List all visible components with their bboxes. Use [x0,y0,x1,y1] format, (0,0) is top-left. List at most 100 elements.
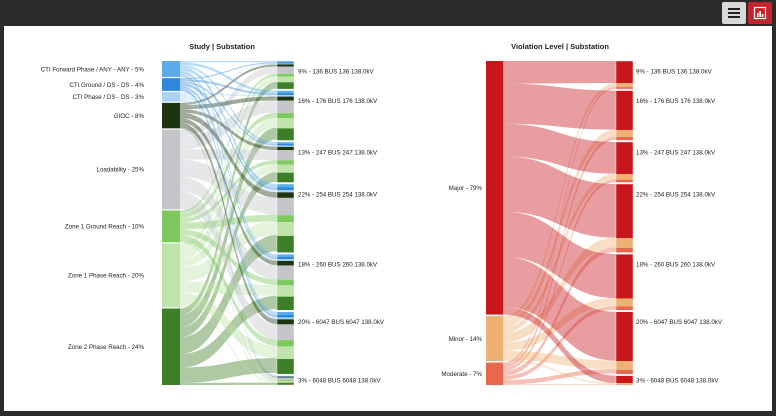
target-label-3-6048-bus-6048-138-0kv: 3% - 6048 BUS 6048 138.0kV [298,378,381,385]
target-segment-18-260-bus-260-138-0kv-zone-2-phase-reach-24 [277,297,294,311]
target-segment-13-247-bus-247-138-0kv-zone-1-phase-reach-20 [277,164,294,172]
chart-view-icon [753,6,767,20]
target-segment-3-6048-bus-6048-138-0kv-zone-2-phase-reach-24 [277,383,294,385]
target-label-3-6048-bus-6048-138-0kv: 3% - 6048 BUS 6048 138.0kV [636,378,719,385]
target-segment-20-6047-bus-6047-138-0kv-cti-ground-ds-ds-4 [277,315,294,318]
target-segment-13-247-bus-247-138-0kv-cti-ground-ds-ds-4 [277,144,294,146]
target-segment-9-136-bus-136-138-0kv-loadability-25 [277,67,294,74]
target-label-22-254-bus-254-138-0kv: 22% - 254 BUS 254 138.0kV [298,191,378,198]
source-label-cti-phase-ds-ds-3: CTI Phase / DS - DS - 3% [72,94,144,101]
target-segment-3-6048-bus-6048-138-0kv-loadability-25 [277,378,294,380]
target-label-20-6047-bus-6047-138-0kv: 20% - 6047 BUS 6047 138.0kV [298,319,385,326]
target-segment-3-6048-bus-6048-138-0kv-zone-1-ground-reach-10 [277,380,294,381]
source-label-zone-1-phase-reach-20: Zone 1 Phase Reach - 20% [68,273,145,280]
target-segment-16-176-bus-176-138-0kv-zone-1-ground-reach-10 [277,113,294,118]
target-segment-18-260-bus-260-138-0kv-minor-14 [616,298,633,306]
target-segment-3-6048-bus-6048-138-0kv-major-79 [616,376,633,383]
hamburger-menu-icon [727,7,741,19]
target-label-22-254-bus-254-138-0kv: 22% - 254 BUS 254 138.0kV [636,191,716,198]
target-segment-16-176-bus-176-138-0kv-cti-forward-phase-any-any-5 [277,91,294,94]
target-segment-20-6047-bus-6047-138-0kv-loadability-25 [277,324,294,340]
target-segment-16-176-bus-176-138-0kv-zone-1-phase-reach-20 [277,118,294,128]
source-node-cti-phase-ds-ds-3[interactable] [162,92,180,102]
chart-title-violation-level-substation: Violation Level | Substation [511,42,609,51]
source-node-cti-ground-ds-ds-4[interactable] [162,78,180,91]
target-segment-20-6047-bus-6047-138-0kv-major-79 [616,312,633,361]
chart-panel: Study | Substation CTI Forward Phase / A… [4,26,772,411]
target-segment-18-260-bus-260-138-0kv-cti-phase-ds-ds-3 [277,259,294,261]
flow-zone-2-phase-reach-24-to-3-6048-bus-6048-138-0kv[interactable] [180,383,277,385]
sankey-links [180,61,277,385]
source-node-major-79[interactable] [486,61,503,315]
source-node-gioc-8[interactable] [162,103,180,129]
source-label-moderate-7: Moderate - 7% [441,371,482,378]
flow-major-79-to-16-176-bus-176-138-0kv[interactable] [503,84,616,130]
target-segment-18-260-bus-260-138-0kv-loadability-25 [277,265,294,279]
target-label-18-260-bus-260-138-0kv: 18% - 260 BUS 260 138.0kV [298,261,378,268]
source-label-loadability-25: Loadability - 25% [97,167,145,174]
chart-view-button[interactable] [748,2,772,24]
target-label-16-176-bus-176-138-0kv: 16% - 176 BUS 176 138.0kV [636,98,716,105]
flow-cti-forward-phase-any-any-5-to-9-136-bus-136-138-0kv[interactable] [180,61,277,62]
target-segment-16-176-bus-176-138-0kv-cti-ground-ds-ds-4 [277,93,294,95]
target-segment-18-260-bus-260-138-0kv-cti-forward-phase-any-any-5 [277,254,294,257]
target-segment-9-136-bus-136-138-0kv-zone-1-ground-reach-10 [277,74,294,77]
source-node-cti-forward-phase-any-any-5[interactable] [162,61,180,77]
source-node-minor-14[interactable] [486,316,503,361]
target-segment-13-247-bus-247-138-0kv-cti-forward-phase-any-any-5 [277,142,294,144]
target-segment-18-260-bus-260-138-0kv-major-79 [616,254,633,298]
target-segment-18-260-bus-260-138-0kv-zone-1-phase-reach-20 [277,285,294,296]
source-node-moderate-7[interactable] [486,363,503,385]
source-label-minor-14: Minor - 14% [449,336,483,343]
target-segment-16-176-bus-176-138-0kv-gioc-8 [277,97,294,101]
target-segment-3-6048-bus-6048-138-0kv-gioc-8 [277,377,294,378]
target-segment-16-176-bus-176-138-0kv-major-79 [616,91,633,130]
target-segment-16-176-bus-176-138-0kv-cti-phase-ds-ds-3 [277,95,294,97]
target-segment-9-136-bus-136-138-0kv-gioc-8 [277,64,294,66]
target-segment-20-6047-bus-6047-138-0kv-zone-1-phase-reach-20 [277,346,294,359]
target-segment-13-247-bus-247-138-0kv-loadability-25 [277,150,294,160]
target-segment-9-136-bus-136-138-0kv-zone-1-phase-reach-20 [277,77,294,83]
target-label-13-247-bus-247-138-0kv: 13% - 247 BUS 247 138.0kV [298,149,378,156]
target-segment-22-254-bus-254-138-0kv-major-79 [616,184,633,238]
target-segment-9-136-bus-136-138-0kv-moderate-7 [616,87,633,89]
source-node-loadability-25[interactable] [162,130,180,210]
target-segment-22-254-bus-254-138-0kv-zone-1-phase-reach-20 [277,222,294,236]
target-segment-22-254-bus-254-138-0kv-cti-ground-ds-ds-4 [277,187,294,190]
target-segment-18-260-bus-260-138-0kv-gioc-8 [277,261,294,266]
source-label-major-79: Major - 79% [449,185,483,192]
target-segment-9-136-bus-136-138-0kv-zone-2-phase-reach-24 [277,82,294,89]
target-label-16-176-bus-176-138-0kv: 16% - 176 BUS 176 138.0kV [298,98,378,105]
target-segment-22-254-bus-254-138-0kv-moderate-7 [616,248,633,253]
target-segment-20-6047-bus-6047-138-0kv-moderate-7 [616,370,633,374]
source-label-cti-forward-phase-any-any-5: CTI Forward Phase / ANY - ANY - 5% [41,66,145,73]
target-segment-13-247-bus-247-138-0kv-zone-1-ground-reach-10 [277,160,294,164]
source-label-gioc-8: GIOC - 8% [114,113,145,120]
sankey-charts-canvas: Study | Substation CTI Forward Phase / A… [4,26,772,411]
target-label-13-247-bus-247-138-0kv: 13% - 247 BUS 247 138.0kV [636,149,716,156]
target-label-18-260-bus-260-138-0kv: 18% - 260 BUS 260 138.0kV [636,261,716,268]
target-segment-18-260-bus-260-138-0kv-zone-1-ground-reach-10 [277,280,294,286]
target-segment-22-254-bus-254-138-0kv-cti-phase-ds-ds-3 [277,190,294,192]
target-segment-20-6047-bus-6047-138-0kv-cti-phase-ds-ds-3 [277,317,294,319]
target-segment-22-254-bus-254-138-0kv-zone-2-phase-reach-24 [277,236,294,253]
target-segment-20-6047-bus-6047-138-0kv-zone-1-ground-reach-10 [277,340,294,346]
target-segment-20-6047-bus-6047-138-0kv-cti-forward-phase-any-any-5 [277,312,294,315]
target-segment-13-247-bus-247-138-0kv-major-79 [616,142,633,174]
chart-title-study-substation: Study | Substation [189,42,255,51]
source-node-zone-1-ground-reach-10[interactable] [162,210,180,242]
source-node-zone-1-phase-reach-20[interactable] [162,244,180,308]
source-label-cti-ground-ds-ds-4: CTI Ground / DS - DS - 4% [69,82,144,89]
target-segment-18-260-bus-260-138-0kv-moderate-7 [616,306,633,310]
flow-moderate-7-to-3-6048-bus-6048-138-0kv[interactable] [503,384,616,385]
flow-major-79-to-9-136-bus-136-138-0kv[interactable] [503,61,616,84]
target-segment-22-254-bus-254-138-0kv-loadability-25 [277,198,294,215]
source-node-zone-2-phase-reach-24[interactable] [162,308,180,385]
target-segment-3-6048-bus-6048-138-0kv-minor-14 [616,383,633,384]
menu-button[interactable] [722,2,746,24]
target-segment-9-136-bus-136-138-0kv-cti-phase-ds-ds-3 [277,64,294,65]
target-segment-13-247-bus-247-138-0kv-minor-14 [616,174,633,180]
target-segment-13-247-bus-247-138-0kv-zone-2-phase-reach-24 [277,173,294,183]
target-label-20-6047-bus-6047-138-0kv: 20% - 6047 BUS 6047 138.0kV [636,319,723,326]
target-segment-13-247-bus-247-138-0kv-cti-phase-ds-ds-3 [277,146,294,147]
